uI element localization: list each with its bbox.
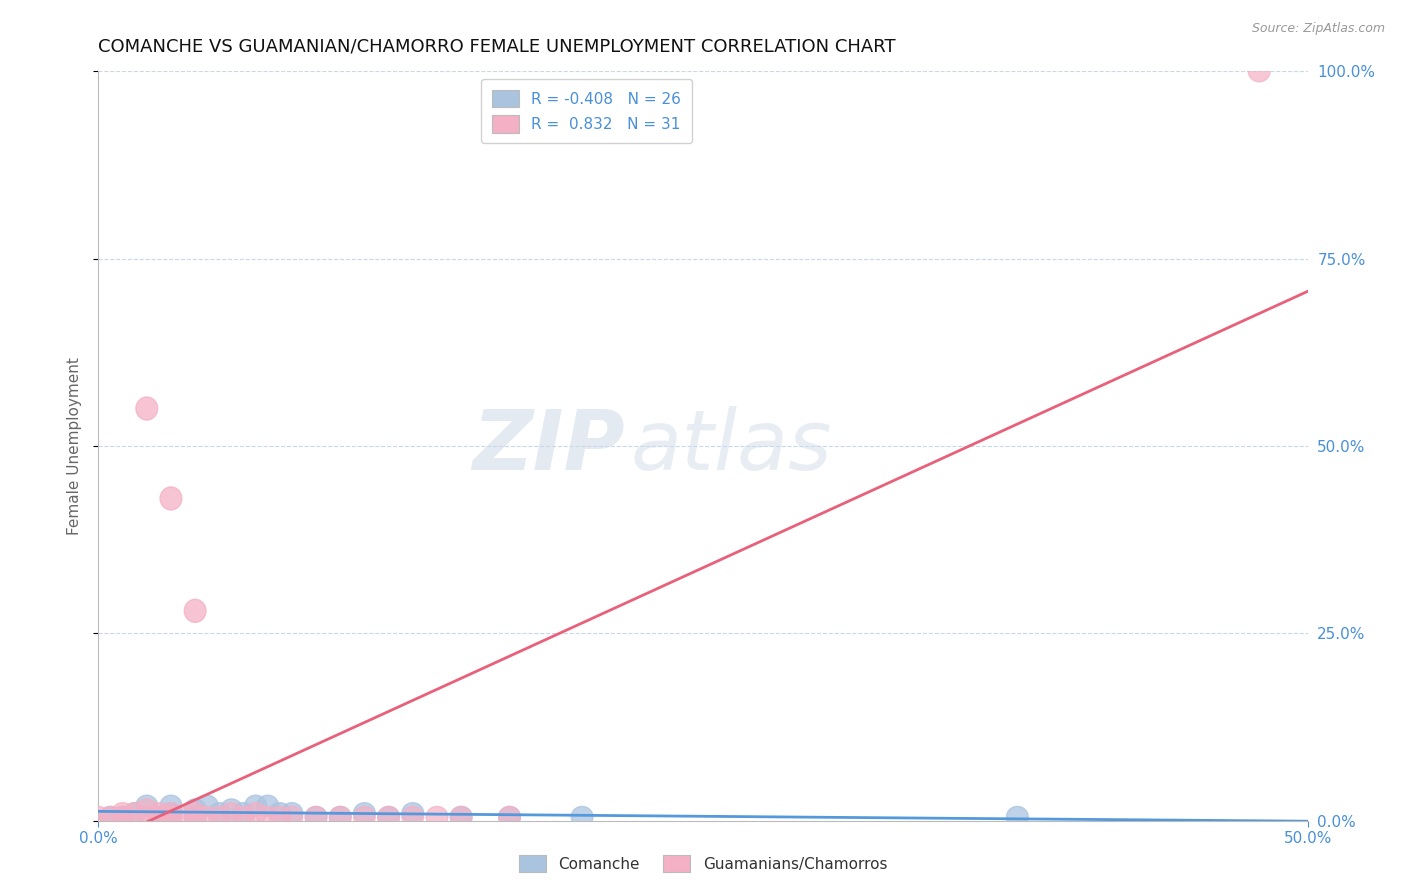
Text: COMANCHE VS GUAMANIAN/CHAMORRO FEMALE UNEMPLOYMENT CORRELATION CHART: COMANCHE VS GUAMANIAN/CHAMORRO FEMALE UN… <box>98 38 896 56</box>
Ellipse shape <box>571 806 593 828</box>
Ellipse shape <box>111 806 134 828</box>
Ellipse shape <box>499 806 520 828</box>
Ellipse shape <box>148 803 170 823</box>
Ellipse shape <box>232 806 254 828</box>
Ellipse shape <box>100 806 121 828</box>
Ellipse shape <box>136 795 157 816</box>
Ellipse shape <box>184 806 207 828</box>
Text: atlas: atlas <box>630 406 832 486</box>
Ellipse shape <box>305 806 328 828</box>
Y-axis label: Female Unemployment: Female Unemployment <box>67 357 83 535</box>
Ellipse shape <box>160 795 181 816</box>
Ellipse shape <box>499 806 520 828</box>
Ellipse shape <box>245 795 267 816</box>
Ellipse shape <box>221 803 242 823</box>
Ellipse shape <box>402 806 423 828</box>
Text: Source: ZipAtlas.com: Source: ZipAtlas.com <box>1251 22 1385 36</box>
Ellipse shape <box>245 803 267 823</box>
Ellipse shape <box>160 487 181 510</box>
Ellipse shape <box>160 803 181 823</box>
Ellipse shape <box>148 806 170 828</box>
Ellipse shape <box>221 799 242 820</box>
Ellipse shape <box>232 803 254 823</box>
Ellipse shape <box>378 806 399 828</box>
Ellipse shape <box>136 397 157 420</box>
Ellipse shape <box>160 803 181 823</box>
Ellipse shape <box>402 803 423 823</box>
Ellipse shape <box>184 803 207 823</box>
Ellipse shape <box>450 806 472 828</box>
Ellipse shape <box>184 806 207 828</box>
Ellipse shape <box>184 799 207 820</box>
Ellipse shape <box>197 806 218 828</box>
Legend: Comanche, Guamanians/Chamorros: Comanche, Guamanians/Chamorros <box>512 847 894 880</box>
Ellipse shape <box>148 806 170 828</box>
Ellipse shape <box>124 803 146 823</box>
Ellipse shape <box>269 803 291 823</box>
Ellipse shape <box>208 806 231 828</box>
Ellipse shape <box>172 806 194 828</box>
Ellipse shape <box>197 795 218 816</box>
Ellipse shape <box>1007 806 1028 828</box>
Legend: R = -0.408   N = 26, R =  0.832   N = 31: R = -0.408 N = 26, R = 0.832 N = 31 <box>481 79 692 144</box>
Ellipse shape <box>450 806 472 828</box>
Ellipse shape <box>329 806 352 828</box>
Ellipse shape <box>1249 61 1270 82</box>
Ellipse shape <box>269 806 291 828</box>
Ellipse shape <box>329 806 352 828</box>
Ellipse shape <box>136 806 157 828</box>
Ellipse shape <box>208 803 231 823</box>
Ellipse shape <box>257 795 278 816</box>
Ellipse shape <box>378 806 399 828</box>
Ellipse shape <box>353 803 375 823</box>
Ellipse shape <box>281 803 302 823</box>
Ellipse shape <box>87 806 110 828</box>
Ellipse shape <box>136 799 157 820</box>
Ellipse shape <box>111 806 134 828</box>
Ellipse shape <box>281 806 302 828</box>
Ellipse shape <box>257 806 278 828</box>
Ellipse shape <box>100 806 121 828</box>
Ellipse shape <box>353 806 375 828</box>
Ellipse shape <box>124 803 146 823</box>
Text: ZIP: ZIP <box>472 406 624 486</box>
Ellipse shape <box>160 806 181 828</box>
Ellipse shape <box>111 803 134 823</box>
Ellipse shape <box>305 806 328 828</box>
Ellipse shape <box>184 599 207 623</box>
Ellipse shape <box>426 806 449 828</box>
